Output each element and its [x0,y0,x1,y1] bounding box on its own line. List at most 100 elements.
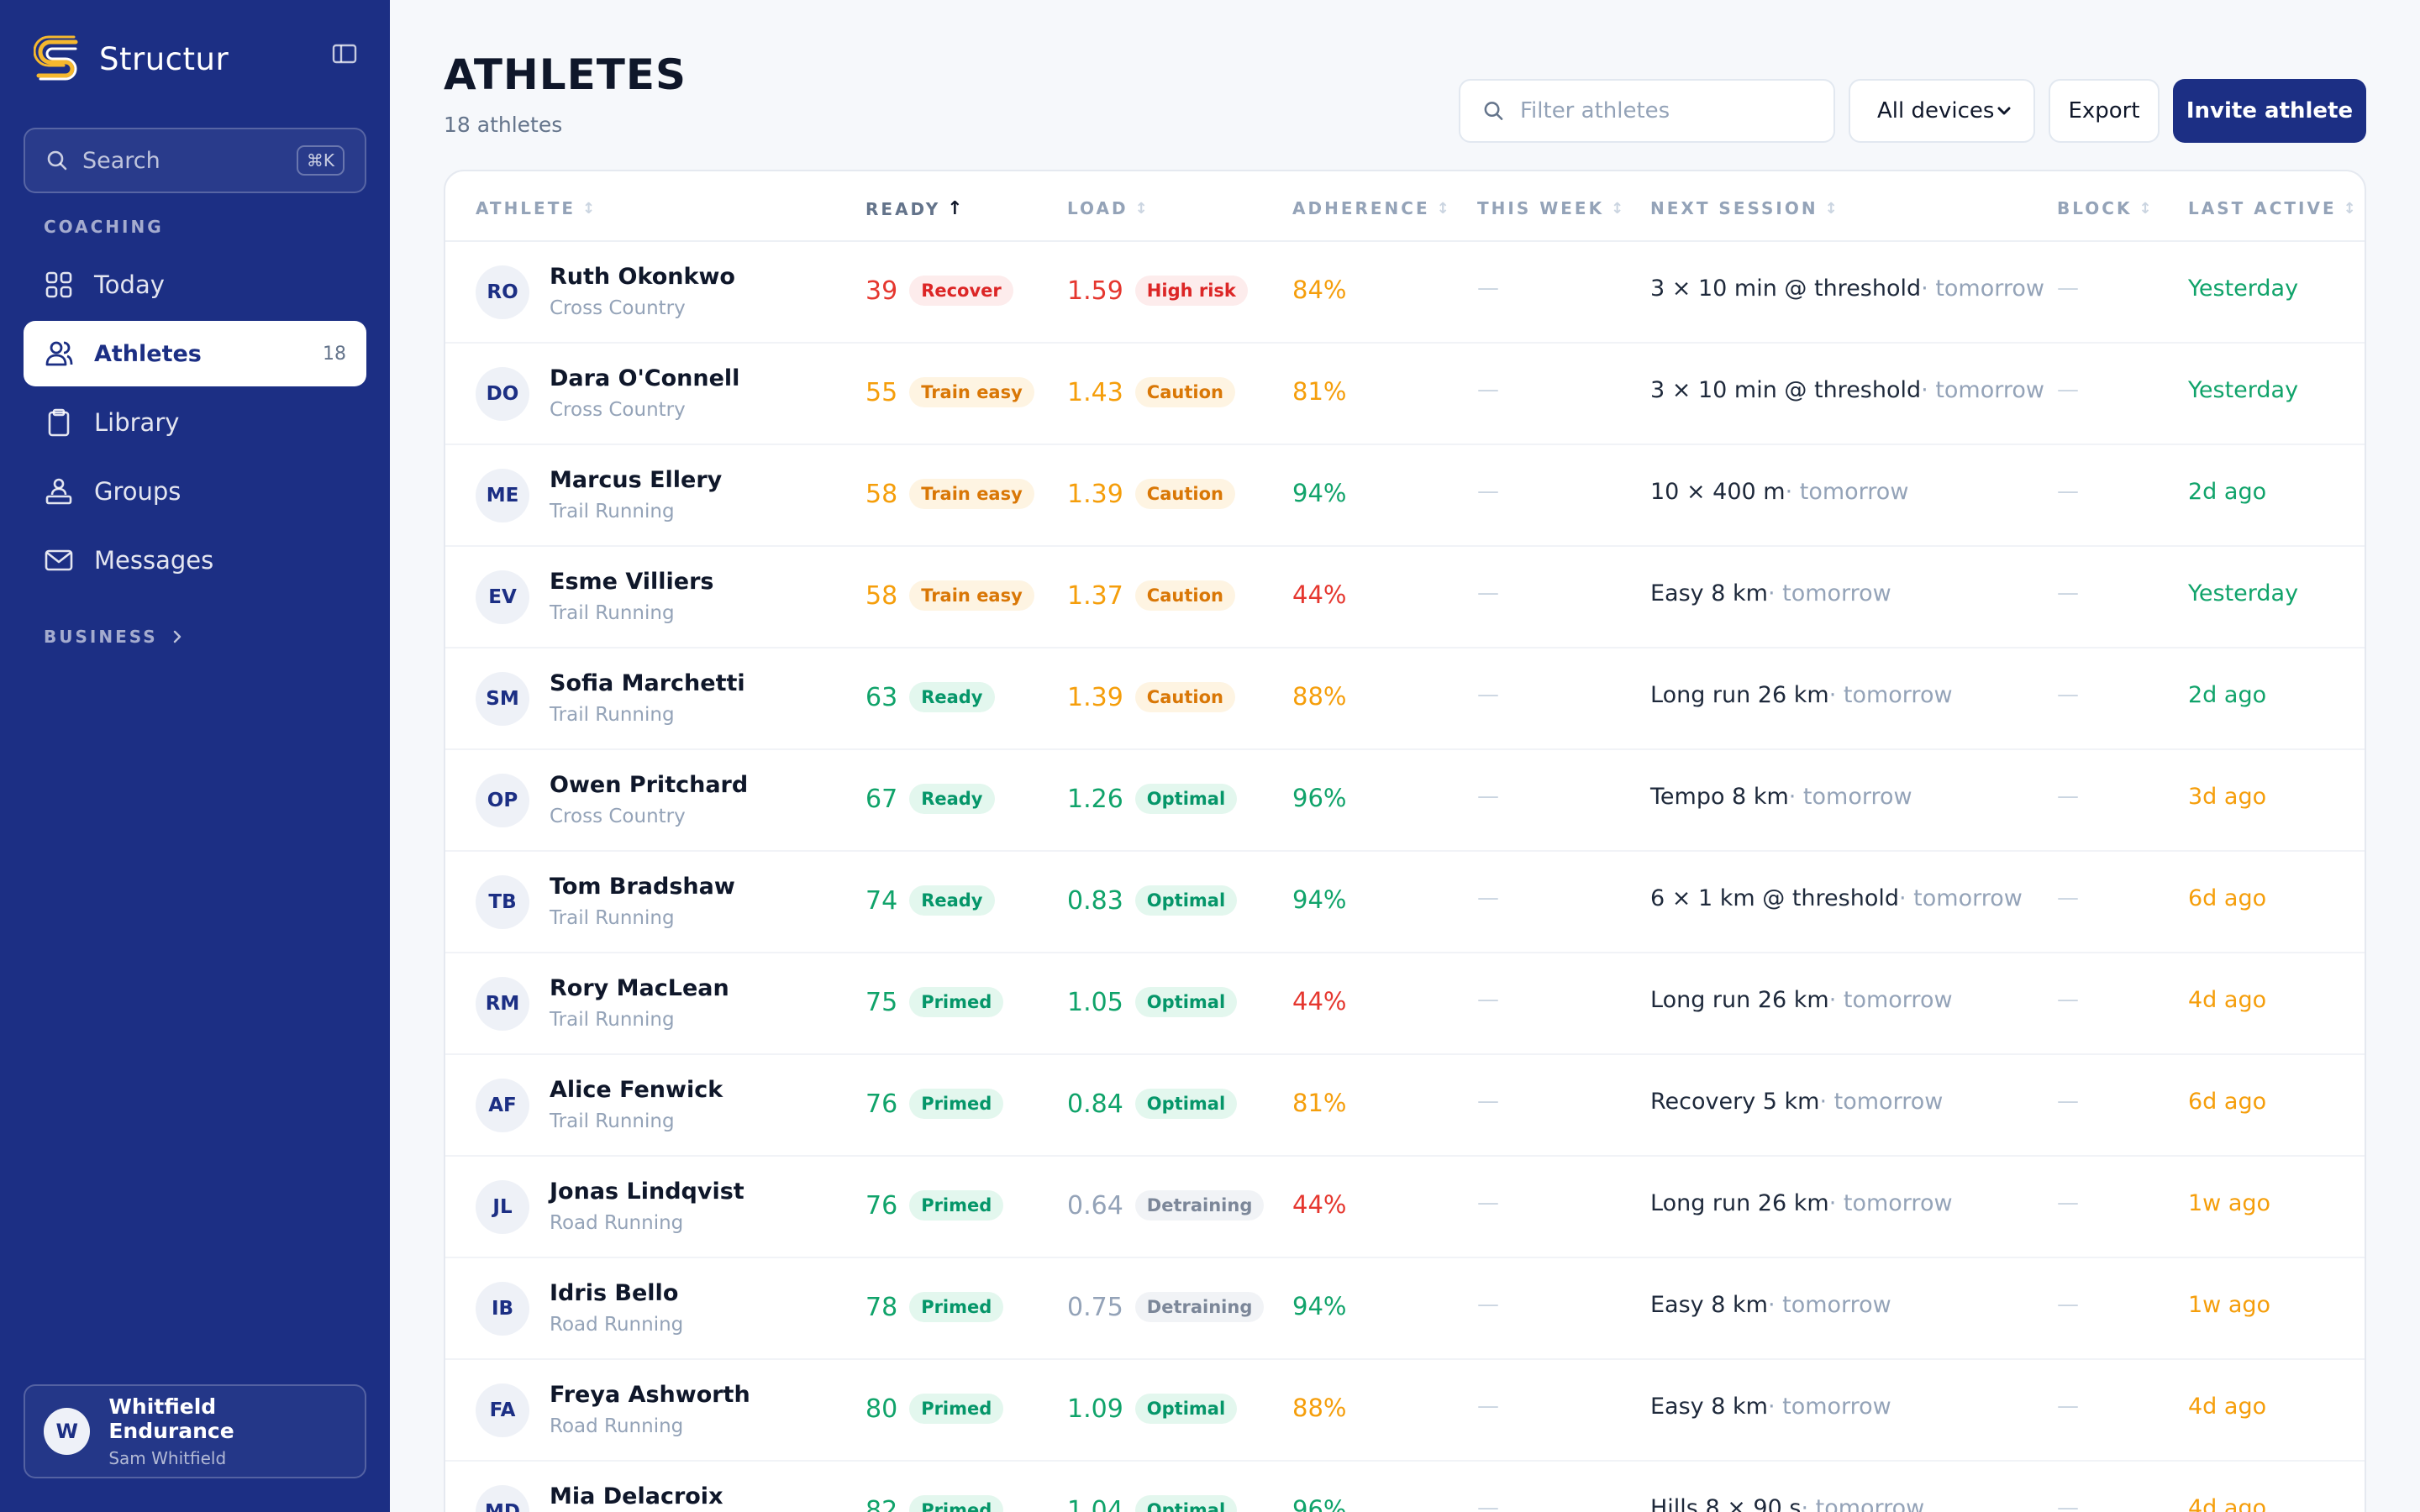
search-icon [1484,102,1503,120]
load-ratio: 1.43 [1067,377,1123,407]
adherence-value: 88% [1292,1394,1347,1422]
filter-athletes-input[interactable] [1519,98,1812,123]
next-session[interactable]: Easy 8 km · tomorrow [1650,580,1891,606]
table-row[interactable]: TB Tom Bradshaw Trail Running 74 Ready 0… [445,852,2365,953]
column-this-week[interactable]: THIS WEEK ↕ [1477,198,1623,218]
athlete-name[interactable]: Dara O'Connell [550,365,740,391]
load-cell: 1.59 High risk [1067,276,1248,306]
athlete-name[interactable]: Owen Pritchard [550,772,749,798]
next-session[interactable]: Long run 26 km · tomorrow [1650,987,1953,1013]
sidebar-toggle-icon[interactable] [331,40,358,67]
athlete-name[interactable]: Idris Bello [550,1280,679,1306]
athlete-sport: Trail Running [550,907,675,929]
athlete-name[interactable]: Tom Bradshaw [550,874,735,900]
next-session[interactable]: 6 × 1 km @ threshold · tomorrow [1650,885,2023,911]
next-session[interactable]: Tempo 8 km · tomorrow [1650,784,1912,810]
table-row[interactable]: ME Marcus Ellery Trail Running 58 Train … [445,445,2365,547]
invite-athlete-button[interactable]: Invite athlete [2173,79,2366,143]
athlete-name[interactable]: Freya Ashworth [550,1382,750,1408]
block-value: — [2057,1495,2079,1512]
table-row[interactable]: IB Idris Bello Road Running 78 Primed 0.… [445,1258,2365,1360]
next-session[interactable]: Long run 26 km · tomorrow [1650,1190,1953,1216]
ready-cell: 82 Primed [865,1495,1004,1512]
athlete-name[interactable]: Alice Fenwick [550,1077,723,1103]
table-row[interactable]: RM Rory MacLean Trail Running 75 Primed … [445,953,2365,1055]
athlete-name[interactable]: Rory MacLean [550,975,729,1001]
load-cell: 0.64 Detraining [1067,1190,1265,1221]
last-active-value: 4d ago [2188,1394,2267,1420]
load-cell: 1.43 Caution [1067,377,1235,407]
next-session-when: · tomorrow [1921,276,2044,302]
load-cell: 1.26 Optimal [1067,784,1238,814]
load-ratio: 1.26 [1067,784,1123,814]
this-week-value: — [1477,1190,1499,1215]
athlete-avatar: IB [476,1282,529,1336]
column-last-active[interactable]: LAST ACTIVE ↕ [2188,198,2356,218]
table-row[interactable]: OP Owen Pritchard Cross Country 67 Ready… [445,750,2365,852]
sidebar-item-library[interactable]: Library [24,390,366,455]
sidebar-item-messages[interactable]: Messages [24,528,366,593]
ready-status-badge: Primed [909,987,1004,1017]
next-session[interactable]: Long run 26 km · tomorrow [1650,682,1953,708]
next-session[interactable]: Recovery 5 km · tomorrow [1650,1089,1943,1115]
next-session-when: · tomorrow [1921,377,2044,403]
table-row[interactable]: AF Alice Fenwick Trail Running 76 Primed… [445,1055,2365,1157]
column-block[interactable]: BLOCK ↕ [2057,198,2152,218]
column-athlete[interactable]: ATHLETE ↕ [476,198,595,218]
org-switcher[interactable]: W Whitfield Endurance Sam Whitfield [24,1384,366,1478]
load-status-badge: Optimal [1134,885,1238,916]
table-row[interactable]: DO Dara O'Connell Cross Country 55 Train… [445,344,2365,445]
sort-icon: ↕ [582,199,596,218]
athlete-name[interactable]: Mia Delacroix [550,1483,723,1509]
sidebar-search[interactable]: Search ⌘K [24,128,366,193]
device-select[interactable]: All devices [1849,79,2035,143]
next-session-when: · tomorrow [1767,580,1891,606]
column-next-session[interactable]: NEXT SESSION ↕ [1650,198,1838,218]
ready-score: 58 [865,479,898,509]
ready-cell: 74 Ready [865,885,995,916]
athlete-name[interactable]: Sofia Marchetti [550,670,745,696]
sidebar-item-today[interactable]: Today [24,252,366,318]
next-session[interactable]: 10 × 400 m · tomorrow [1650,479,1908,505]
next-session-when: · tomorrow [1767,1292,1891,1318]
table-row[interactable]: RO Ruth Okonkwo Cross Country 39 Recover… [445,242,2365,344]
section-business[interactable]: BUSINESS [44,627,185,647]
this-week-value: — [1477,1292,1499,1317]
athlete-sport: Road Running [550,1415,684,1437]
ready-score: 76 [865,1089,898,1119]
last-active-value: 6d ago [2188,1089,2267,1115]
column-ready[interactable]: READY ↑ [865,198,963,219]
next-session[interactable]: 3 × 10 min @ threshold · tomorrow [1650,276,2044,302]
column-adherence[interactable]: ADHERENCE ↕ [1292,198,1449,218]
sidebar-item-groups[interactable]: Groups [24,459,366,524]
table-row[interactable]: EV Esme Villiers Trail Running 58 Train … [445,547,2365,648]
athlete-avatar: DO [476,367,529,421]
next-session[interactable]: Easy 8 km · tomorrow [1650,1292,1891,1318]
column-load[interactable]: LOAD ↕ [1067,198,1148,218]
athletes-count-badge: 18 [323,343,346,365]
last-active-value: 4d ago [2188,1495,2267,1512]
table-row[interactable]: SM Sofia Marchetti Trail Running 63 Read… [445,648,2365,750]
export-button[interactable]: Export [2049,79,2160,143]
brand[interactable]: Structur [34,35,229,82]
filter-athletes-field[interactable] [1459,79,1835,143]
table-row[interactable]: JL Jonas Lindqvist Road Running 76 Prime… [445,1157,2365,1258]
ready-score: 74 [865,885,898,916]
next-session[interactable]: Easy 8 km · tomorrow [1650,1394,1891,1420]
adherence-value: 94% [1292,885,1347,914]
load-cell: 1.09 Optimal [1067,1394,1238,1424]
athlete-name[interactable]: Marcus Ellery [550,467,723,493]
table-row[interactable]: MD Mia Delacroix Road Running 82 Primed … [445,1462,2365,1512]
next-session[interactable]: Hills 8 × 90 s · tomorrow [1650,1495,1924,1512]
athlete-name[interactable]: Esme Villiers [550,569,714,595]
athlete-name[interactable]: Jonas Lindqvist [550,1179,744,1205]
next-session-title: Easy 8 km [1650,1394,1768,1420]
load-status-badge: High risk [1134,276,1248,306]
table-row[interactable]: FA Freya Ashworth Road Running 80 Primed… [445,1360,2365,1462]
athlete-sport: Trail Running [550,1009,675,1031]
athlete-sport: Road Running [550,1314,684,1336]
next-session[interactable]: 3 × 10 min @ threshold · tomorrow [1650,377,2044,403]
athlete-name[interactable]: Ruth Okonkwo [550,264,735,290]
sidebar-item-label: Messages [94,546,214,575]
sidebar-item-athletes[interactable]: Athletes 18 [24,321,366,386]
